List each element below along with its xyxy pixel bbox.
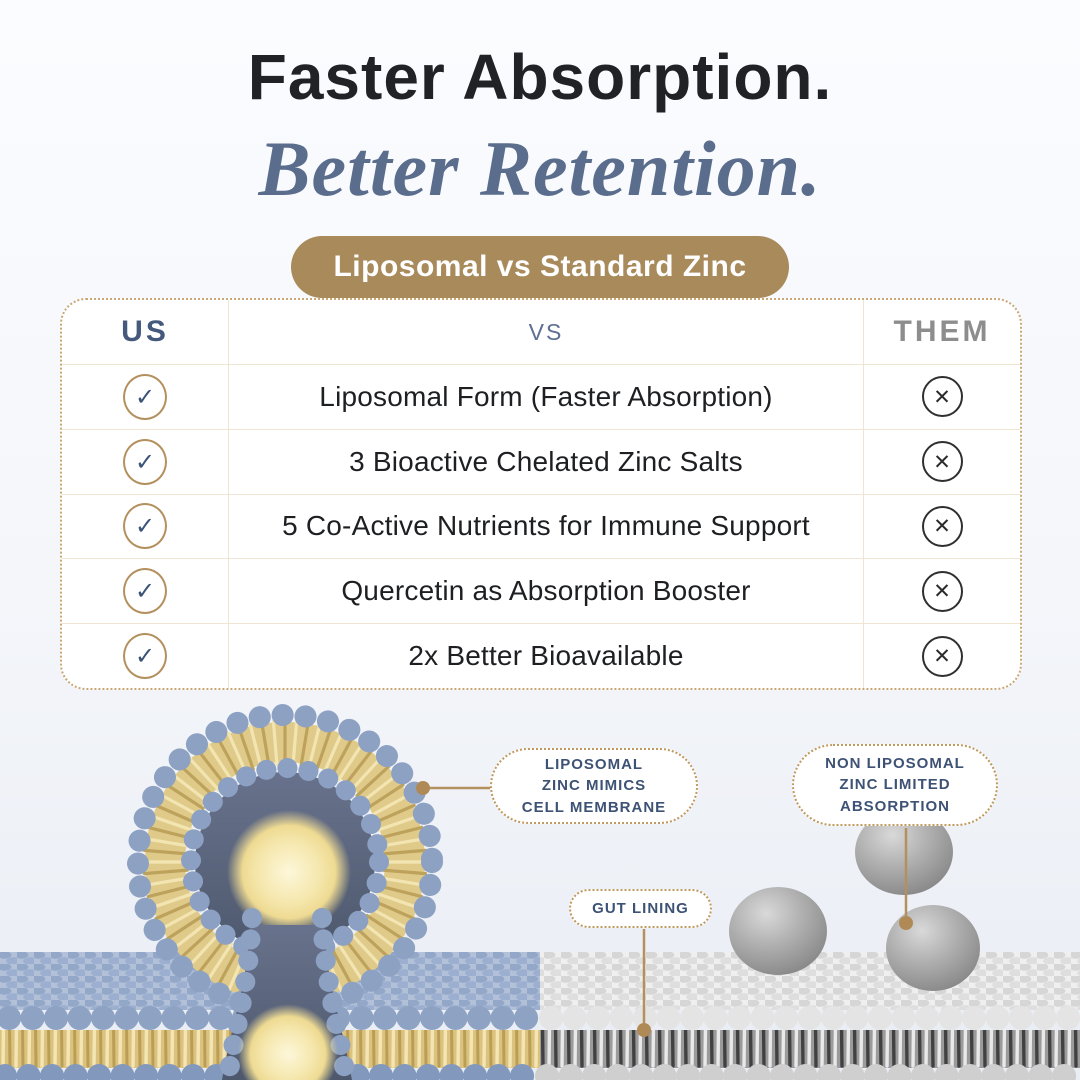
column-header-vs: VS xyxy=(228,300,864,364)
zinc-particle xyxy=(729,887,827,975)
hero-section: Faster Absorption. Better Retention. Lip… xyxy=(0,0,1080,298)
callout-line: NON LIPOSOMAL xyxy=(825,755,965,773)
feature-text: 5 Co-Active Nutrients for Immune Support xyxy=(228,493,864,559)
table-row-cross: ✕ xyxy=(864,623,1020,688)
x-icon: ✕ xyxy=(921,505,963,547)
zinc-particle xyxy=(855,809,953,895)
table-row-cross: ✕ xyxy=(864,364,1020,429)
feature-text: 3 Bioactive Chelated Zinc Salts xyxy=(228,428,864,494)
callout-line: CELL MEMBRANE xyxy=(521,798,667,816)
table-row-cross: ✕ xyxy=(864,558,1020,623)
check-icon: ✓ xyxy=(123,373,167,420)
zinc-payload-glow xyxy=(227,810,351,934)
callout-line: ZINC LIMITED xyxy=(839,776,951,794)
feature-text: Quercetin as Absorption Booster xyxy=(228,558,864,624)
check-icon: ✓ xyxy=(123,503,167,550)
comparison-table: US VS THEM ✓ Liposomal Form (Faster Abso… xyxy=(60,298,1022,690)
check-icon: ✓ xyxy=(123,438,167,485)
zinc-payload-glow xyxy=(238,1004,338,1080)
table-row-cross: ✕ xyxy=(864,493,1020,559)
zinc-particle xyxy=(886,905,980,991)
callout-non-liposomal: NON LIPOSOMAL ZINC LIMITED ABSORPTION xyxy=(792,744,998,826)
callout-line: ABSORPTION xyxy=(839,797,950,815)
callout-dots xyxy=(416,781,913,1037)
callout-line: LIPOSOMAL xyxy=(544,756,644,774)
membrane-illustration xyxy=(0,704,1080,1080)
check-icon: ✓ xyxy=(123,633,167,680)
liposome-illustration xyxy=(127,704,443,1080)
comparison-badge: Liposomal vs Standard Zinc xyxy=(291,236,789,298)
x-icon: ✕ xyxy=(921,635,963,677)
x-icon: ✕ xyxy=(921,570,963,612)
page-subtitle: Better Retention. xyxy=(258,125,822,212)
feature-text: Liposomal Form (Faster Absorption) xyxy=(228,364,864,429)
table-row-check: ✓ xyxy=(62,364,228,429)
x-icon: ✕ xyxy=(921,441,963,483)
callout-line: GUT LINING xyxy=(592,899,689,917)
callout-gut-lining: GUT LINING xyxy=(569,889,712,928)
callout-liposomal: LIPOSOMAL ZINC MIMICS CELL MEMBRANE xyxy=(490,748,698,824)
gut-membrane-right xyxy=(535,952,1080,1080)
x-icon: ✕ xyxy=(921,376,963,418)
table-row-check: ✓ xyxy=(62,623,228,688)
table-row-check: ✓ xyxy=(62,428,228,494)
callout-line: ZINC MIMICS xyxy=(541,777,647,795)
column-header-us: US xyxy=(121,315,169,348)
callout-connectors xyxy=(423,786,908,1030)
table-row-check: ✓ xyxy=(62,558,228,623)
feature-text: 2x Better Bioavailable xyxy=(228,623,864,688)
table-row-check: ✓ xyxy=(62,493,228,559)
column-header-them: THEM xyxy=(893,315,991,348)
page-title: Faster Absorption. xyxy=(247,41,833,113)
check-icon: ✓ xyxy=(123,568,167,615)
table-row-cross: ✕ xyxy=(864,428,1020,494)
